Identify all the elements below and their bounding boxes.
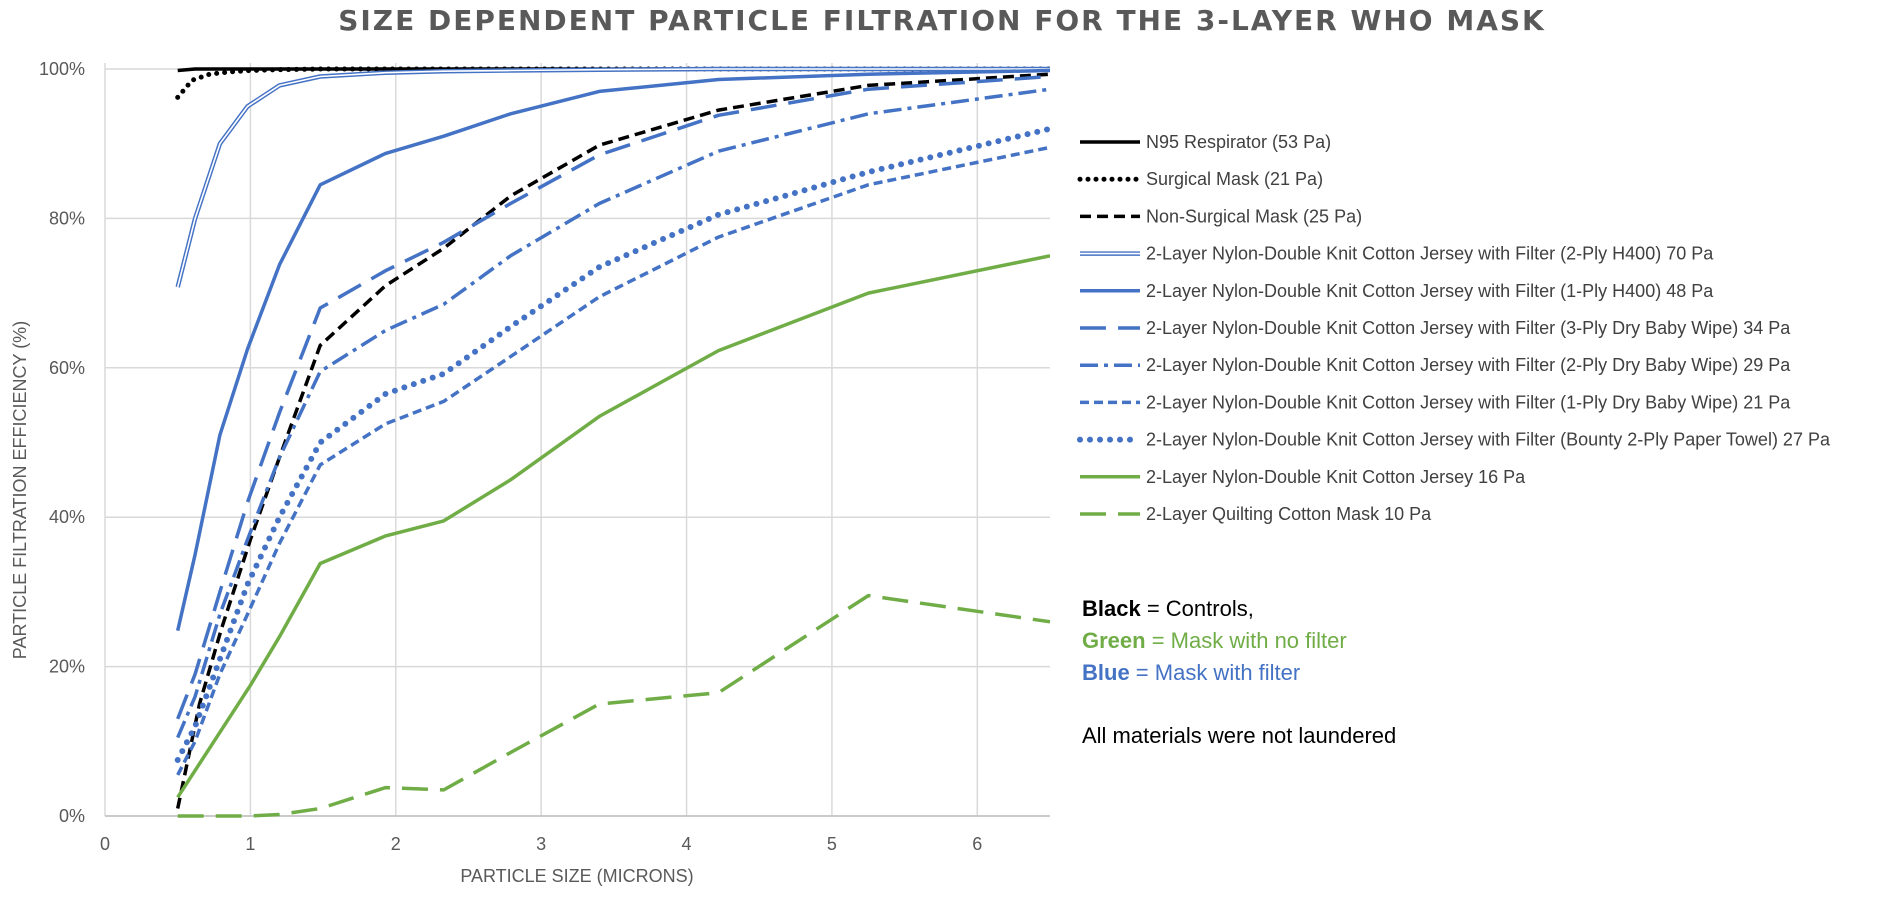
axes: 0% 20% 40% 60% 80% 100% 0 1 2 3 4 5 6 bbox=[39, 59, 1050, 854]
legend-label: 2-Layer Nylon-Double Knit Cotton Jersey … bbox=[1146, 244, 1714, 264]
note-no-filter-text: = Mask with no filter bbox=[1146, 628, 1347, 653]
legend-item: 2-Layer Nylon-Double Knit Cotton Jersey … bbox=[1080, 281, 1714, 301]
legend-item: 2-Layer Nylon-Double Knit Cotton Jersey … bbox=[1080, 244, 1714, 264]
x-tick-label: 3 bbox=[536, 834, 546, 854]
legend-label: 2-Layer Nylon-Double Knit Cotton Jersey … bbox=[1146, 281, 1714, 301]
legend-item: Non-Surgical Mask (25 Pa) bbox=[1080, 206, 1362, 226]
note-controls-text: = Controls, bbox=[1141, 596, 1254, 621]
legend-label: 2-Layer Nylon-Double Knit Cotton Jersey … bbox=[1146, 392, 1791, 412]
series-line-4-inner bbox=[176, 68, 1050, 288]
color-key-note: Black = Controls, Green = Mask with no f… bbox=[1082, 596, 1396, 748]
x-tick-label: 5 bbox=[827, 834, 837, 854]
series-line-10 bbox=[176, 254, 1050, 799]
legend-item: 2-Layer Quilting Cotton Mask 10 Pa bbox=[1080, 504, 1432, 524]
y-tick-label: 0% bbox=[59, 806, 85, 826]
x-tick-label: 2 bbox=[391, 834, 401, 854]
x-tick-label: 0 bbox=[100, 834, 110, 854]
y-tick-label: 20% bbox=[49, 657, 85, 677]
x-tick-label: 4 bbox=[682, 834, 692, 854]
series-line-3 bbox=[175, 72, 1050, 809]
legend-item: 2-Layer Nylon-Double Knit Cotton Jersey … bbox=[1080, 467, 1526, 487]
legend-item: N95 Respirator (53 Pa) bbox=[1080, 132, 1331, 152]
series-line-8 bbox=[176, 145, 1050, 776]
note-controls: Black = Controls, bbox=[1082, 596, 1254, 621]
y-axis-title: PARTICLE FILTRATION EFFICIENCY (%) bbox=[10, 321, 30, 659]
chart-title: SIZE DEPENDENT PARTICLE FILTRATION FOR T… bbox=[338, 4, 1546, 37]
legend-label: Non-Surgical Mask (25 Pa) bbox=[1146, 206, 1362, 226]
x-tick-label: 1 bbox=[245, 834, 255, 854]
legend-item: 2-Layer Nylon-Double Knit Cotton Jersey … bbox=[1080, 392, 1791, 412]
legend-label: 2-Layer Nylon-Double Knit Cotton Jersey … bbox=[1146, 355, 1791, 375]
note-with-filter-text: = Mask with filter bbox=[1130, 660, 1301, 685]
legend-label: Surgical Mask (21 Pa) bbox=[1146, 169, 1323, 189]
y-tick-label: 100% bbox=[39, 59, 85, 79]
series-line-11 bbox=[177, 593, 1050, 818]
y-tick-label: 60% bbox=[49, 358, 85, 378]
legend-item: 2-Layer Nylon-Double Knit Cotton Jersey … bbox=[1080, 318, 1791, 338]
legend-label: 2-Layer Quilting Cotton Mask 10 Pa bbox=[1146, 504, 1432, 524]
series-line-7 bbox=[176, 87, 1050, 739]
note-no-filter-key: Green bbox=[1082, 628, 1146, 653]
x-tick-label: 6 bbox=[972, 834, 982, 854]
legend-label: 2-Layer Nylon-Double Knit Cotton Jersey … bbox=[1146, 467, 1526, 487]
legend-item: 2-Layer Nylon-Double Knit Cotton Jersey … bbox=[1077, 430, 1831, 450]
y-tick-label: 40% bbox=[49, 507, 85, 527]
note-controls-key: Black bbox=[1082, 596, 1141, 621]
note-with-filter: Blue = Mask with filter bbox=[1082, 660, 1300, 685]
legend-label: 2-Layer Nylon-Double Knit Cotton Jersey … bbox=[1146, 318, 1791, 338]
legend: N95 Respirator (53 Pa) Surgical Mask (21 … bbox=[1077, 132, 1831, 524]
legend-item: Surgical Mask (21 Pa) bbox=[1077, 169, 1323, 189]
note-no-filter: Green = Mask with no filter bbox=[1082, 628, 1347, 653]
legend-item: 2-Layer Nylon-Double Knit Cotton Jersey … bbox=[1080, 355, 1791, 375]
legend-label: 2-Layer Nylon-Double Knit Cotton Jersey … bbox=[1146, 430, 1831, 450]
plot-area bbox=[174, 66, 1050, 818]
series-line-4 bbox=[175, 66, 1050, 288]
series-line-5 bbox=[175, 68, 1050, 632]
series-line-6 bbox=[176, 74, 1050, 720]
y-tick-label: 80% bbox=[49, 208, 85, 228]
series-line-9 bbox=[174, 125, 1050, 763]
x-axis-title: PARTICLE SIZE (MICRONS) bbox=[460, 866, 693, 886]
legend-label: N95 Respirator (53 Pa) bbox=[1146, 132, 1331, 152]
note-laundering: All materials were not laundered bbox=[1082, 723, 1396, 748]
note-with-filter-key: Blue bbox=[1082, 660, 1130, 685]
